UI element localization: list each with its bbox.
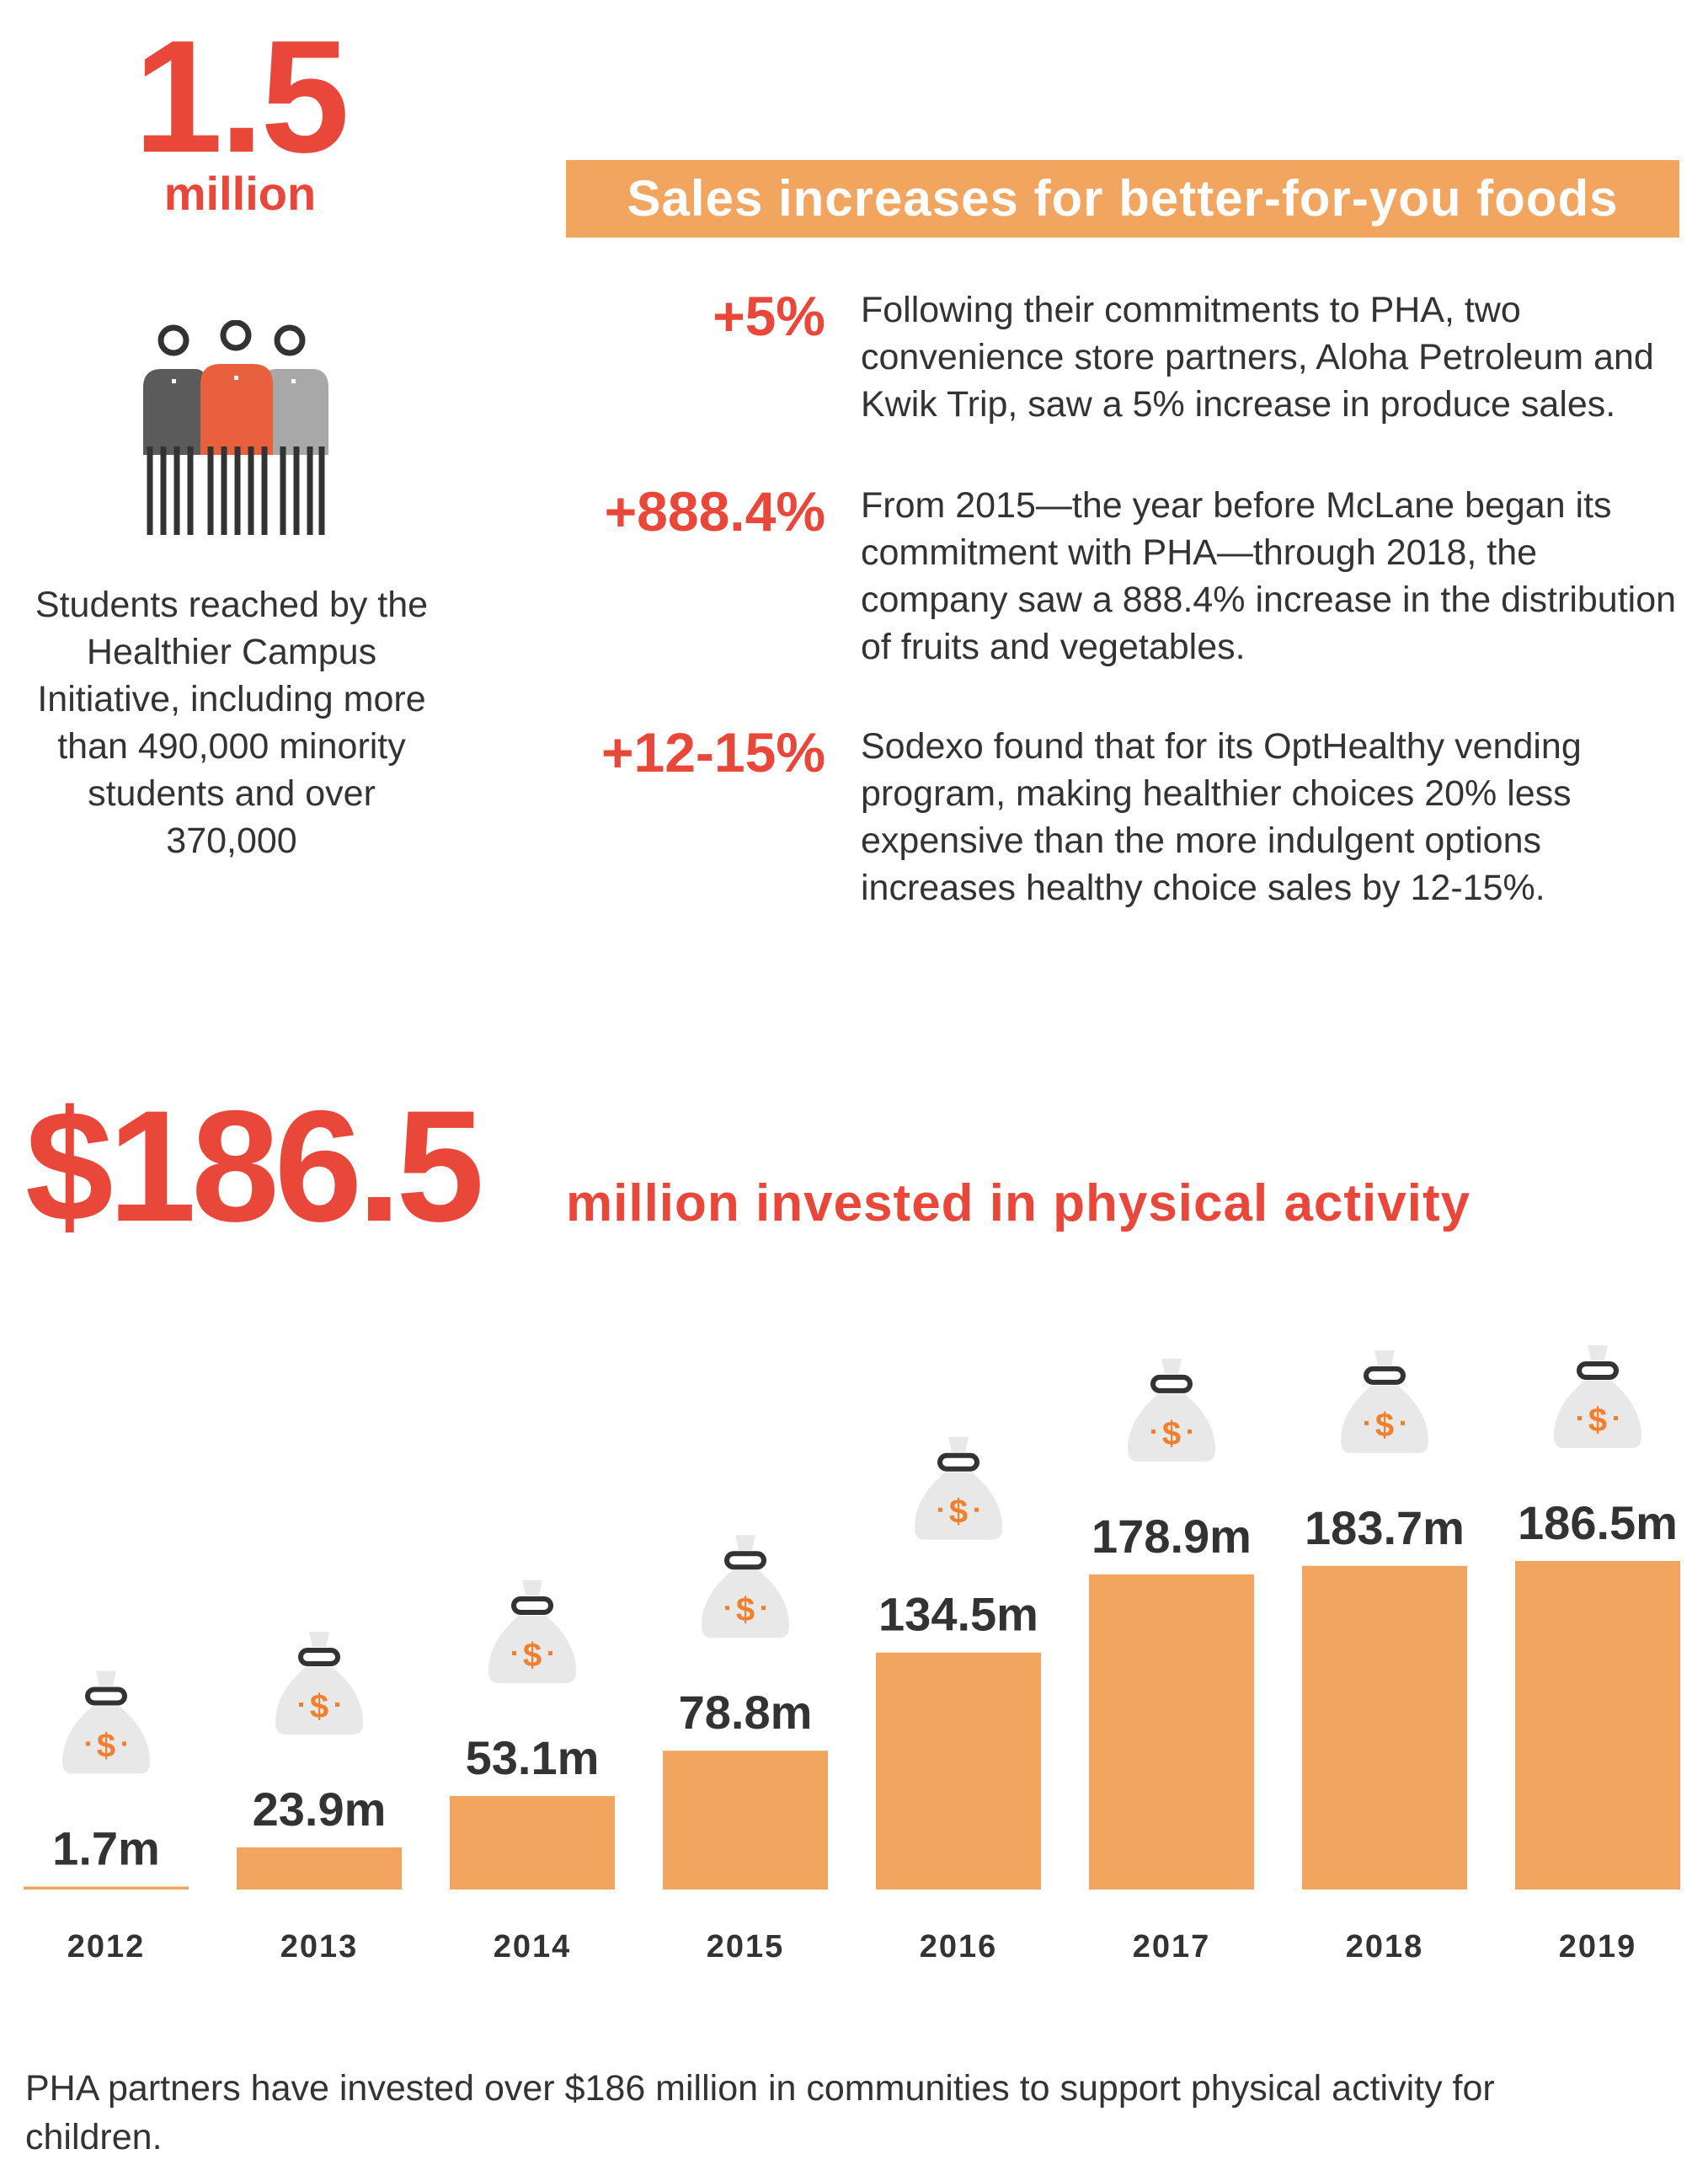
bar-value-label: 186.5m xyxy=(1518,1496,1678,1549)
sales-item-pct: +12-15% xyxy=(600,721,825,783)
svg-text:$: $ xyxy=(1588,1402,1607,1439)
svg-text:$: $ xyxy=(949,1494,968,1531)
chart-bar xyxy=(450,1795,615,1890)
money-bag-icon: $ xyxy=(275,1632,363,1735)
year-tick-label: 2018 xyxy=(1346,1929,1424,1965)
sales-item-pct: +888.4% xyxy=(604,480,825,543)
chart-bar xyxy=(1302,1565,1467,1890)
bar-value-label: 134.5m xyxy=(878,1588,1038,1641)
investment-amount: $186.5 xyxy=(25,1077,484,1254)
year-tick-label: 2014 xyxy=(494,1929,572,1965)
sales-item-text: From 2015—the year before McLane began i… xyxy=(861,485,1677,667)
chart-bar xyxy=(876,1652,1041,1890)
chart-bar xyxy=(237,1847,402,1890)
students-description: Students reached by the Healthier Campus… xyxy=(35,585,429,861)
money-bag-icon: $ xyxy=(1128,1358,1215,1462)
bar-value-label: 178.9m xyxy=(1092,1510,1252,1563)
svg-text:$: $ xyxy=(310,1688,328,1725)
svg-text:$: $ xyxy=(736,1591,755,1628)
chart-bar xyxy=(24,1886,189,1890)
bar-value-label: 1.7m xyxy=(52,1821,160,1874)
svg-text:$: $ xyxy=(1375,1407,1394,1444)
bar-value-label: 53.1m xyxy=(466,1731,600,1784)
bar-value-label: 78.8m xyxy=(679,1686,813,1739)
svg-text:$: $ xyxy=(523,1637,542,1674)
people-group-icon xyxy=(143,320,328,535)
year-tick-label: 2013 xyxy=(280,1929,359,1965)
sales-item-text: Following their commitments to PHA, two … xyxy=(861,290,1654,425)
bar-value-label: 23.9m xyxy=(253,1783,387,1836)
money-bag-icon: $ xyxy=(915,1436,1002,1540)
money-bag-icon: $ xyxy=(702,1535,789,1638)
students-stat-value: 1.5 xyxy=(133,8,350,186)
money-bag-icon: $ xyxy=(62,1670,150,1774)
year-tick-label: 2016 xyxy=(920,1929,998,1965)
money-bag-icon: $ xyxy=(1554,1345,1641,1448)
chart-bar xyxy=(663,1751,828,1890)
students-stat: 1.5 million xyxy=(101,17,379,217)
sales-item-text: Sodexo found that for its OptHealthy ven… xyxy=(861,726,1582,908)
money-bag-icon: $ xyxy=(488,1580,576,1683)
year-tick-label: 2015 xyxy=(707,1929,785,1965)
bar-value-label: 183.7m xyxy=(1305,1501,1465,1554)
sales-item-pct: +5% xyxy=(713,285,825,347)
investment-label: million invested in physical activity xyxy=(566,1174,1471,1232)
students-stat-unit: million xyxy=(163,167,317,220)
sales-header: Sales increases for better-for-you foods xyxy=(566,160,1679,238)
investment-footer: PHA partners have invested over $186 mil… xyxy=(25,2068,1495,2157)
money-bag-icon: $ xyxy=(1341,1350,1428,1453)
svg-text:$: $ xyxy=(1162,1415,1181,1452)
year-tick-label: 2019 xyxy=(1559,1929,1637,1965)
chart-bar xyxy=(1515,1561,1680,1890)
svg-text:$: $ xyxy=(97,1727,115,1764)
year-tick-label: 2012 xyxy=(67,1929,146,1965)
chart-bar xyxy=(1089,1574,1254,1890)
year-tick-label: 2017 xyxy=(1133,1929,1211,1965)
